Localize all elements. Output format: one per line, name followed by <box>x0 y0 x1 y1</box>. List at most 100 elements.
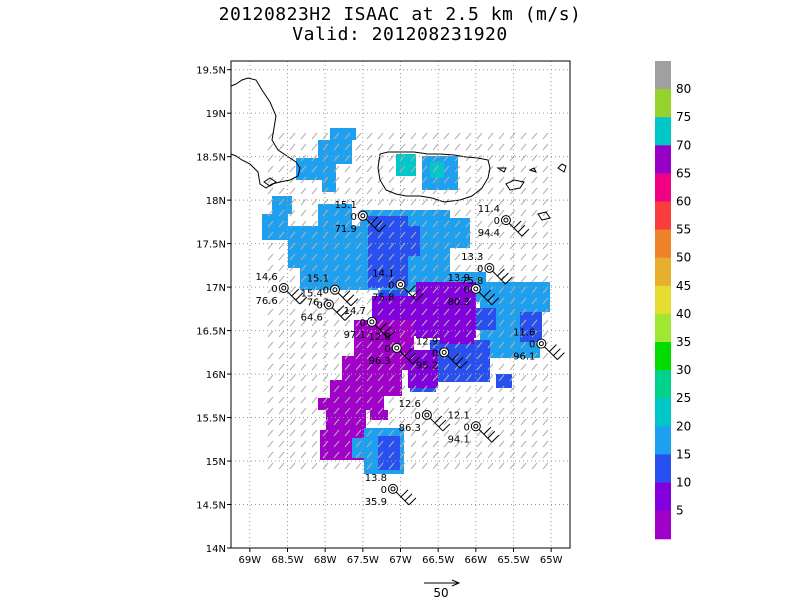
wind-vector <box>509 341 516 349</box>
wind-vector <box>289 220 296 228</box>
wind-vector <box>520 132 527 140</box>
wind-vector <box>278 264 285 272</box>
wind-vector <box>278 396 285 404</box>
barb-flag <box>346 294 355 303</box>
wind-vector <box>300 396 307 404</box>
wind-vector <box>322 143 329 151</box>
wind-vector <box>278 308 285 316</box>
wind-vector <box>443 429 450 437</box>
wind-vector <box>344 253 351 261</box>
wind-vector <box>498 363 505 371</box>
wind-vector <box>344 363 351 371</box>
wind-vector <box>542 374 549 382</box>
wind-vector <box>388 440 395 448</box>
wind-vector <box>366 363 373 371</box>
wind-vector <box>311 330 318 338</box>
wind-vector <box>289 374 296 382</box>
wind-vector <box>333 396 340 404</box>
wind-vector <box>531 275 538 283</box>
wind-vector <box>465 451 472 459</box>
wind-vector <box>344 440 351 448</box>
station-pressure: 94.4 <box>478 228 500 239</box>
wind-vector <box>421 154 428 162</box>
wind-vector <box>432 462 439 470</box>
wind-vector <box>520 242 527 250</box>
wind-vector <box>344 242 351 250</box>
wind-vector <box>520 297 527 305</box>
y-tick-label: 17.5N <box>196 240 226 251</box>
wind-vector <box>333 385 340 393</box>
wind-vector <box>311 143 318 151</box>
wind-vector <box>443 264 450 272</box>
wind-vector <box>421 176 428 184</box>
wind-vector <box>344 451 351 459</box>
wind-vector <box>344 132 351 140</box>
y-tick-label: 15N <box>206 457 226 468</box>
latitude-axis: 14N 14.5N 15N 15.5N 16N 16.5N 17N 17.5N 18N 18.5N… <box>196 66 231 555</box>
wind-vector <box>267 154 274 162</box>
wind-vector <box>355 330 362 338</box>
x-tick-label: 65.5W <box>497 555 529 566</box>
wind-vector <box>388 154 395 162</box>
wind-vector <box>355 308 362 316</box>
wind-vector <box>377 462 384 470</box>
barb-flag <box>295 292 304 301</box>
wind-vector <box>465 231 472 239</box>
colorbar-label: 50 <box>676 251 691 265</box>
wind-vector <box>443 165 450 173</box>
wind-vector <box>487 462 494 470</box>
wind-vector <box>311 231 318 239</box>
wind-vector <box>311 154 318 162</box>
wind-vector <box>443 363 450 371</box>
wind-vector <box>454 341 461 349</box>
wind-vector <box>520 264 527 272</box>
wind-vector <box>410 429 417 437</box>
wind-vector <box>333 220 340 228</box>
wind-vector <box>355 385 362 393</box>
wind-vector <box>487 374 494 382</box>
wind-vector <box>267 143 274 151</box>
wind-vector <box>531 429 538 437</box>
wind-vector <box>454 429 461 437</box>
wind-vector <box>465 341 472 349</box>
wind-vector <box>421 297 428 305</box>
wind-vector <box>267 242 274 250</box>
wind-vector <box>542 462 549 470</box>
wind-vector <box>322 132 329 140</box>
barb-flag <box>299 296 308 305</box>
wind-vector <box>333 165 340 173</box>
wind-vector <box>410 231 417 239</box>
wind-vector <box>267 231 274 239</box>
wind-vector <box>366 341 373 349</box>
wind-vector <box>311 176 318 184</box>
wind-vector <box>421 330 428 338</box>
wind-vector <box>366 308 373 316</box>
wind-vector <box>388 319 395 327</box>
wind-vector <box>432 286 439 294</box>
wind-vector <box>377 352 384 360</box>
station-center <box>394 345 400 351</box>
wind-vector <box>300 253 307 261</box>
station-circle <box>278 282 289 293</box>
wind-vector <box>454 451 461 459</box>
wind-vector <box>421 253 428 261</box>
wind-vector <box>509 385 516 393</box>
colorbar-swatch <box>655 342 671 371</box>
wind-vector <box>300 308 307 316</box>
wind-vector <box>410 220 417 228</box>
barb-flag <box>459 360 468 369</box>
wind-vector <box>432 187 439 195</box>
wind-vector <box>322 187 329 195</box>
station-circle <box>439 347 450 358</box>
station-pressure: 86.3 <box>399 423 421 434</box>
wind-vector <box>432 132 439 140</box>
wind-vector <box>289 198 296 206</box>
wind-vector <box>322 308 329 316</box>
wind-vector <box>531 418 538 426</box>
colorbar-swatch <box>655 482 671 512</box>
wind-vector <box>520 253 527 261</box>
wind-vector <box>476 429 483 437</box>
wind-vector <box>487 154 494 162</box>
wind-vector <box>465 176 472 184</box>
barb-flag <box>344 313 353 321</box>
